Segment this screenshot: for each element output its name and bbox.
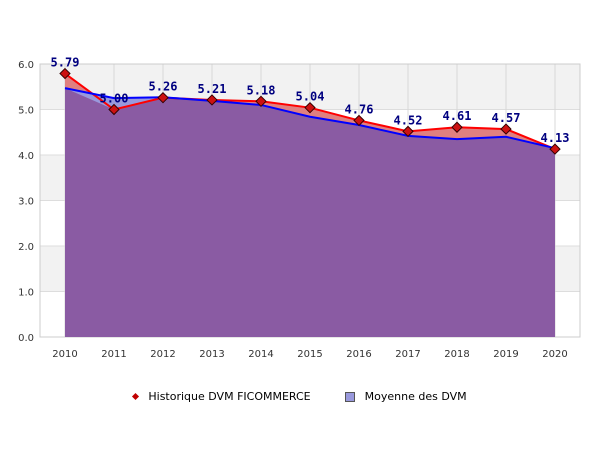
y-tick-label: 3.0 [18,197,34,208]
data-label: 4.61 [443,109,472,123]
data-label: 5.21 [198,82,227,96]
legend-label: Moyenne des DVM [364,390,467,403]
y-tick-label: 2.0 [18,242,34,253]
data-point-historique [108,103,120,116]
data-point-historique [304,101,316,114]
legend-label: Historique DVM FICOMMERCE [148,390,311,403]
x-tick-label: 2018 [444,349,469,360]
area-overlap [65,88,555,338]
data-point-historique [59,67,71,80]
data-point-historique [549,143,561,155]
data-label: 5.26 [149,80,178,94]
legend-item-moyenne: Moyenne des DVM [344,390,467,403]
x-tick-label: 2015 [297,349,322,360]
data-point-historique [451,121,463,133]
x-tick-label: 2010 [52,349,77,360]
legend-item-historique: Historique DVM FICOMMERCE [132,390,311,403]
x-tick-label: 2012 [150,349,175,360]
y-tick-label: 6.0 [18,60,34,71]
data-label: 5.18 [247,83,276,97]
x-tick-label: 2016 [346,349,371,360]
x-tick-label: 2020 [542,349,567,360]
data-point-historique [206,94,218,106]
x-tick-label: 2017 [395,349,420,360]
line-moyenne [64,87,556,150]
diamond-marker-icon [132,392,140,401]
data-label: 5.04 [296,90,325,104]
y-tick-label: 5.0 [18,106,34,117]
legend: Historique DVM FICOMMERCE Moyenne des DV… [0,390,600,403]
data-point-historique [255,95,267,108]
data-label: 4.76 [345,102,374,116]
y-tick-label: 4.0 [18,151,34,162]
data-label: 5.79 [51,56,80,70]
data-label: 4.57 [492,111,521,125]
data-point-historique [402,125,414,138]
data-point-historique [353,114,365,127]
x-tick-label: 2011 [101,349,126,360]
data-point-historique [157,91,169,104]
data-label: 4.13 [541,131,570,145]
square-marker-icon [344,391,355,402]
x-tick-label: 2019 [493,349,518,360]
x-tick-label: 2013 [199,349,224,360]
data-label: 5.00 [100,92,129,106]
data-point-historique [500,123,512,135]
y-tick-label: 1.0 [18,288,34,299]
y-tick-label: 0.0 [18,333,34,344]
data-label: 4.52 [394,113,423,127]
x-tick-label: 2014 [248,349,273,360]
